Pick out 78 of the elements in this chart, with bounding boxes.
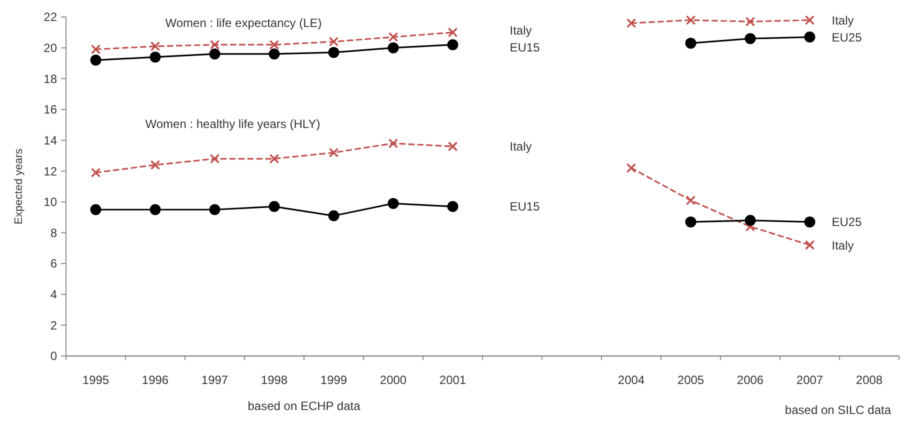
x-tick-label: 1998 (260, 373, 288, 387)
y-tick-label: 14 (44, 133, 58, 148)
point (210, 154, 220, 164)
point (745, 16, 756, 27)
point (686, 15, 696, 25)
point (685, 38, 696, 49)
y-tick-label: 16 (44, 102, 58, 117)
point (686, 195, 696, 206)
point (150, 41, 160, 52)
point (685, 216, 696, 228)
point (328, 210, 340, 222)
x-tick-label: 2001 (439, 373, 466, 387)
point (448, 28, 458, 38)
y-axis-title: Expected years (13, 148, 25, 224)
x-tick-label: 1996 (142, 373, 169, 387)
y-tick-label: 18 (44, 72, 58, 86)
x-tick-label: 1999 (320, 373, 348, 387)
point (150, 160, 160, 170)
point (209, 204, 220, 216)
point (388, 32, 398, 42)
point (328, 46, 340, 58)
series-label: EU25 (832, 30, 862, 44)
point (804, 240, 815, 250)
y-tick-label: 4 (50, 288, 58, 302)
x-tick-label: 2008 (856, 373, 883, 387)
point (90, 168, 101, 178)
y-tick-label: 0 (50, 349, 58, 364)
point (90, 44, 101, 54)
series-label: Italy (832, 13, 854, 28)
point (744, 33, 756, 44)
x-tick-label: 1997 (201, 373, 228, 387)
annotation: Women : healthy life years (HLY) (145, 116, 320, 131)
point (804, 216, 816, 228)
point (388, 138, 398, 148)
text: EU15 (510, 40, 540, 54)
point (328, 148, 339, 158)
x-tick-label: 2005 (677, 373, 704, 387)
point (268, 48, 280, 60)
x-tick-label: 2000 (380, 373, 407, 387)
text: Italy (510, 140, 532, 154)
point (328, 36, 339, 47)
point (268, 201, 280, 212)
point (90, 204, 102, 216)
point (269, 154, 280, 164)
text: EU15 (510, 200, 540, 214)
point (804, 15, 815, 25)
point (448, 142, 458, 152)
point (626, 18, 636, 28)
point (210, 40, 220, 50)
point (209, 48, 220, 60)
text: based on SILC data (784, 403, 892, 417)
point (150, 204, 161, 216)
point (269, 40, 280, 50)
point (90, 54, 102, 66)
series-label: Italy (832, 238, 854, 252)
y-tick-label: 12 (44, 164, 58, 178)
x-tick-label: 2007 (796, 373, 824, 387)
text: based on ECHP data (248, 399, 361, 413)
y-tick-label: 2 (50, 318, 58, 332)
point (744, 214, 756, 226)
annotation: Women : life expectancy (LE) (165, 16, 322, 30)
x-tick-label: 2004 (618, 373, 645, 387)
y-tick-label: 22 (44, 10, 58, 24)
y-tick-label: 20 (44, 41, 58, 56)
x-tick-label: 1995 (82, 373, 110, 387)
point (388, 42, 399, 54)
point (447, 201, 458, 212)
point (150, 52, 161, 63)
x-tick-label: 2006 (736, 373, 764, 387)
y-tick-label: 10 (44, 195, 58, 210)
point (804, 32, 816, 43)
text: Italy (510, 23, 532, 38)
point (626, 163, 636, 173)
point (447, 39, 458, 50)
y-tick-label: 6 (50, 256, 58, 271)
point (388, 198, 399, 209)
series-label: EU25 (832, 215, 862, 230)
y-tick-label: 8 (50, 226, 58, 240)
